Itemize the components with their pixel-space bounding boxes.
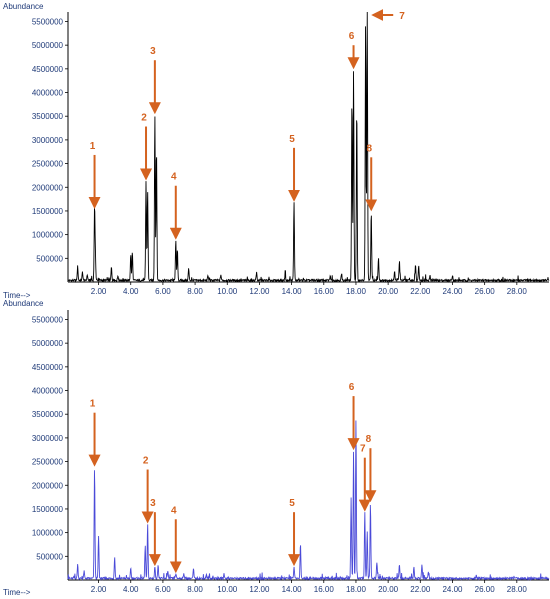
y-tick-label: 1500000 — [32, 505, 64, 514]
y-tick-label: 2500000 — [32, 160, 64, 169]
y-tick-label: 2500000 — [32, 458, 64, 467]
x-tick-label: 10.00 — [217, 585, 238, 594]
chromatogram-bottom: Abundance Time--> 500000 1000000 1500000 20… — [3, 299, 550, 597]
y-tick-label: 5000000 — [32, 41, 64, 50]
x-tick-label: 6.00 — [155, 585, 171, 594]
x-axis-label-bottom: Time--> — [3, 588, 31, 597]
x-ticks-top: 2.00 4.00 6.00 8.00 10.00 12.00 14.00 16.00 18.0… — [91, 282, 528, 296]
x-tick-label: 24.00 — [442, 585, 463, 594]
y-tick-label: 5500000 — [32, 17, 64, 26]
x-tick-label: 4.00 — [123, 585, 139, 594]
x-tick-label: 2.00 — [91, 585, 107, 594]
annotation-label: 1 — [90, 399, 96, 410]
y-tick-label: 3500000 — [32, 410, 64, 419]
x-tick-label: 28.00 — [507, 287, 528, 296]
annotation-label: 6 — [349, 382, 355, 393]
y-tick-label: 3000000 — [32, 136, 64, 145]
y-tick-label: 4500000 — [32, 363, 64, 372]
x-tick-label: 8.00 — [187, 585, 203, 594]
annotation-label: 8 — [366, 434, 372, 445]
x-tick-label: 26.00 — [475, 287, 496, 296]
x-tick-label: 14.00 — [282, 585, 303, 594]
annotation-label: 4 — [171, 505, 177, 516]
peak-annotations-bottom: 1 2 3 4 5 6 78 — [88, 382, 377, 574]
y-tick-label: 2000000 — [32, 481, 64, 490]
y-tick-label: 1500000 — [32, 207, 64, 216]
x-tick-label: 12.00 — [249, 287, 270, 296]
x-tick-label: 14.00 — [282, 287, 303, 296]
chromatogram-top: Abundance Time--> 500000 1000000 1500000 20… — [3, 2, 550, 300]
x-tick-label: 24.00 — [442, 287, 463, 296]
x-tick-label: 18.00 — [346, 585, 367, 594]
y-tick-label: 4500000 — [32, 65, 64, 74]
x-tick-label: 10.00 — [217, 287, 238, 296]
x-tick-label: 22.00 — [410, 287, 431, 296]
x-ticks-bottom: 2.00 4.00 6.00 8.00 10.00 12.00 14.00 16.00 18.0… — [91, 580, 528, 594]
y-tick-label: 4000000 — [32, 387, 64, 396]
annotation-label: 3 — [150, 46, 156, 57]
annotation-label: 7 — [399, 11, 405, 22]
annotation-label: 1 — [90, 141, 96, 152]
y-tick-label: 4000000 — [32, 89, 64, 98]
annotation-label: 4 — [171, 172, 177, 183]
y-tick-label: 500000 — [36, 552, 63, 561]
annotation-label: 7 — [360, 444, 366, 455]
x-tick-label: 4.00 — [123, 287, 139, 296]
x-tick-label: 28.00 — [507, 585, 528, 594]
annotation-label: 2 — [143, 456, 149, 467]
x-axis-label-top: Time--> — [3, 291, 31, 300]
annotation-label: 5 — [289, 498, 295, 509]
y-tick-label: 5500000 — [32, 315, 64, 324]
x-tick-label: 18.00 — [346, 287, 367, 296]
y-axis-label-bottom: Abundance — [3, 299, 44, 308]
y-tick-label: 5000000 — [32, 339, 64, 348]
x-tick-label: 20.00 — [378, 287, 399, 296]
x-tick-label: 16.00 — [314, 585, 335, 594]
y-tick-label: 500000 — [36, 254, 63, 263]
chromatogram-trace-top — [67, 11, 550, 284]
annotation-label: 2 — [141, 113, 147, 124]
annotation-label: 3 — [150, 498, 156, 509]
x-tick-label: 16.00 — [314, 287, 335, 296]
y-tick-label: 1000000 — [32, 231, 64, 240]
y-ticks-bottom: 500000 1000000 1500000 2000000 2500000 300000… — [32, 315, 68, 561]
x-tick-label: 6.00 — [155, 287, 171, 296]
y-axis-label-top: Abundance — [3, 2, 44, 11]
x-tick-label: 20.00 — [378, 585, 399, 594]
peak-annotations-top: 1 2 3 4 5 6 7 8 — [88, 9, 405, 240]
y-tick-label: 3500000 — [32, 112, 64, 121]
y-tick-label: 2000000 — [32, 183, 64, 192]
y-tick-label: 3000000 — [32, 434, 64, 443]
x-tick-label: 26.00 — [475, 585, 496, 594]
annotation-label: 5 — [289, 134, 295, 145]
y-tick-label: 1000000 — [32, 529, 64, 538]
annotation-label: 6 — [349, 31, 355, 42]
x-tick-label: 2.00 — [91, 287, 107, 296]
x-tick-label: 8.00 — [187, 287, 203, 296]
x-tick-label: 12.00 — [249, 585, 270, 594]
annotation-label: 8 — [366, 143, 372, 154]
y-ticks-top: 500000 1000000 1500000 2000000 2500000 300000… — [32, 17, 68, 263]
chromatogram-trace-bottom — [67, 420, 550, 582]
x-tick-label: 22.00 — [410, 585, 431, 594]
